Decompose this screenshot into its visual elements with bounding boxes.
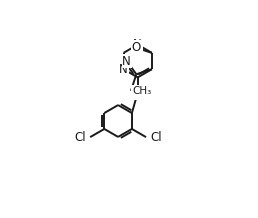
Text: CH₃: CH₃ — [132, 86, 151, 96]
Text: Cl: Cl — [75, 131, 86, 144]
Text: Cl: Cl — [150, 131, 162, 144]
Text: N: N — [122, 54, 131, 68]
Text: N: N — [119, 63, 128, 76]
Text: N: N — [133, 38, 142, 51]
Text: O: O — [132, 41, 141, 54]
Text: O: O — [133, 86, 142, 99]
